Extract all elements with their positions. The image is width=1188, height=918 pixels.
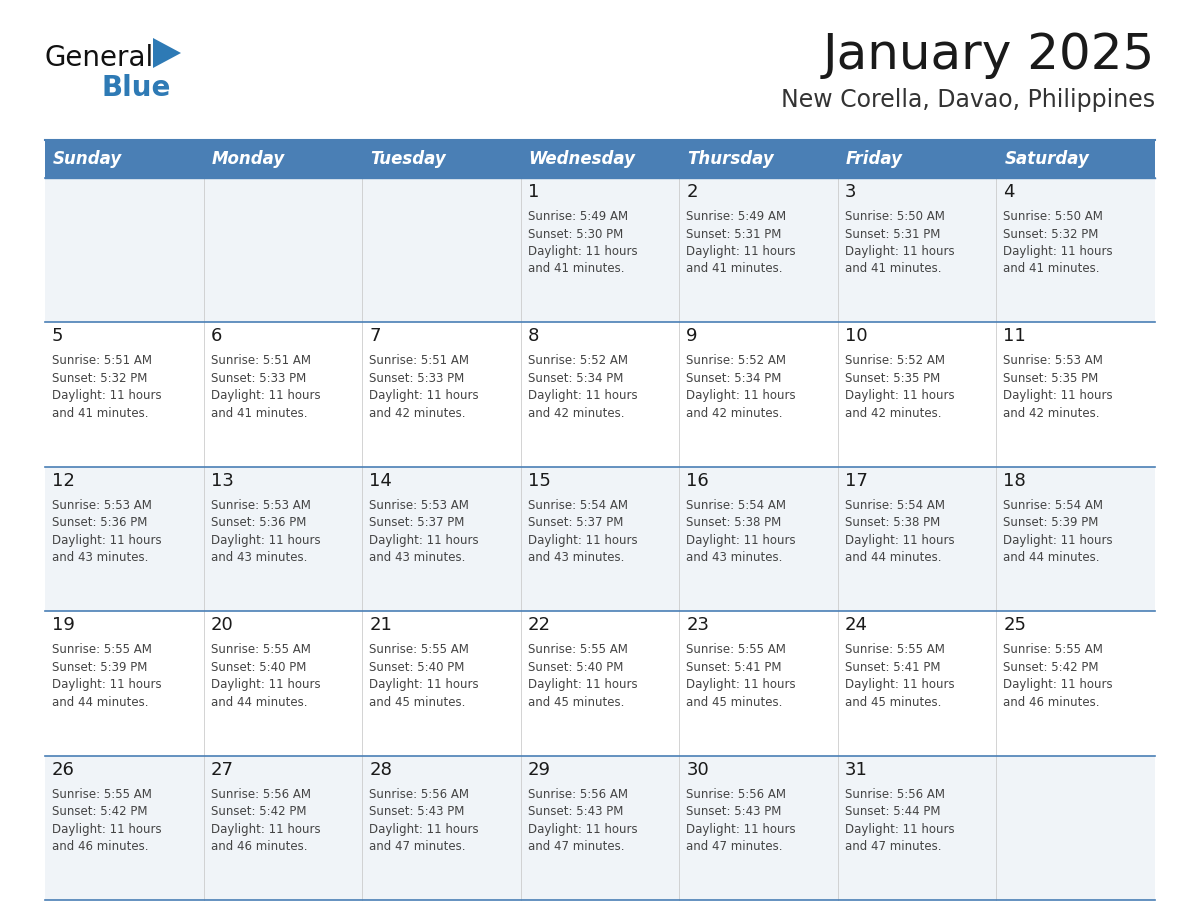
Text: 11: 11 [1004,328,1026,345]
Text: 1: 1 [527,183,539,201]
Text: Sunrise: 5:53 AM
Sunset: 5:37 PM
Daylight: 11 hours
and 43 minutes.: Sunrise: 5:53 AM Sunset: 5:37 PM Dayligh… [369,498,479,565]
Text: Sunrise: 5:54 AM
Sunset: 5:38 PM
Daylight: 11 hours
and 44 minutes.: Sunrise: 5:54 AM Sunset: 5:38 PM Dayligh… [845,498,954,565]
Text: Sunrise: 5:50 AM
Sunset: 5:31 PM
Daylight: 11 hours
and 41 minutes.: Sunrise: 5:50 AM Sunset: 5:31 PM Dayligh… [845,210,954,275]
Text: 31: 31 [845,761,867,778]
Text: 3: 3 [845,183,857,201]
Bar [45,466,1155,611]
Text: Sunrise: 5:56 AM
Sunset: 5:43 PM
Daylight: 11 hours
and 47 minutes.: Sunrise: 5:56 AM Sunset: 5:43 PM Dayligh… [687,788,796,853]
Bar [680,140,838,178]
Text: 21: 21 [369,616,392,634]
Text: Sunrise: 5:56 AM
Sunset: 5:43 PM
Daylight: 11 hours
and 47 minutes.: Sunrise: 5:56 AM Sunset: 5:43 PM Dayligh… [527,788,637,853]
Text: 27: 27 [210,761,234,778]
Text: 17: 17 [845,472,867,490]
Text: Sunrise: 5:56 AM
Sunset: 5:43 PM
Daylight: 11 hours
and 47 minutes.: Sunrise: 5:56 AM Sunset: 5:43 PM Dayligh… [369,788,479,853]
Text: Sunrise: 5:55 AM
Sunset: 5:41 PM
Daylight: 11 hours
and 45 minutes.: Sunrise: 5:55 AM Sunset: 5:41 PM Dayligh… [687,644,796,709]
Text: Sunrise: 5:56 AM
Sunset: 5:44 PM
Daylight: 11 hours
and 47 minutes.: Sunrise: 5:56 AM Sunset: 5:44 PM Dayligh… [845,788,954,853]
Bar [45,322,1155,466]
Text: Saturday: Saturday [1004,150,1089,168]
Text: 2: 2 [687,183,697,201]
Text: 9: 9 [687,328,697,345]
Bar [362,140,520,178]
Text: 16: 16 [687,472,709,490]
Text: Sunrise: 5:49 AM
Sunset: 5:31 PM
Daylight: 11 hours
and 41 minutes.: Sunrise: 5:49 AM Sunset: 5:31 PM Dayligh… [687,210,796,275]
Text: Sunrise: 5:51 AM
Sunset: 5:33 PM
Daylight: 11 hours
and 42 minutes.: Sunrise: 5:51 AM Sunset: 5:33 PM Dayligh… [369,354,479,420]
Text: Sunrise: 5:53 AM
Sunset: 5:36 PM
Daylight: 11 hours
and 43 minutes.: Sunrise: 5:53 AM Sunset: 5:36 PM Dayligh… [210,498,321,565]
Text: January 2025: January 2025 [823,31,1155,79]
Text: 14: 14 [369,472,392,490]
Polygon shape [153,38,181,68]
Text: Sunrise: 5:51 AM
Sunset: 5:33 PM
Daylight: 11 hours
and 41 minutes.: Sunrise: 5:51 AM Sunset: 5:33 PM Dayligh… [210,354,321,420]
Text: 23: 23 [687,616,709,634]
Text: 24: 24 [845,616,868,634]
Text: 28: 28 [369,761,392,778]
Text: New Corella, Davao, Philippines: New Corella, Davao, Philippines [781,88,1155,112]
Text: 10: 10 [845,328,867,345]
Text: Sunrise: 5:56 AM
Sunset: 5:42 PM
Daylight: 11 hours
and 46 minutes.: Sunrise: 5:56 AM Sunset: 5:42 PM Dayligh… [210,788,321,853]
Bar [45,611,1155,756]
Text: Sunrise: 5:55 AM
Sunset: 5:40 PM
Daylight: 11 hours
and 45 minutes.: Sunrise: 5:55 AM Sunset: 5:40 PM Dayligh… [527,644,637,709]
Bar [838,140,997,178]
Text: Monday: Monday [211,150,285,168]
Bar [997,140,1155,178]
Text: Sunrise: 5:52 AM
Sunset: 5:34 PM
Daylight: 11 hours
and 42 minutes.: Sunrise: 5:52 AM Sunset: 5:34 PM Dayligh… [527,354,637,420]
Text: 5: 5 [52,328,63,345]
Text: Sunrise: 5:54 AM
Sunset: 5:37 PM
Daylight: 11 hours
and 43 minutes.: Sunrise: 5:54 AM Sunset: 5:37 PM Dayligh… [527,498,637,565]
Text: Sunrise: 5:53 AM
Sunset: 5:35 PM
Daylight: 11 hours
and 42 minutes.: Sunrise: 5:53 AM Sunset: 5:35 PM Dayligh… [1004,354,1113,420]
Text: 19: 19 [52,616,75,634]
Bar [520,140,680,178]
Text: Sunrise: 5:55 AM
Sunset: 5:40 PM
Daylight: 11 hours
and 45 minutes.: Sunrise: 5:55 AM Sunset: 5:40 PM Dayligh… [369,644,479,709]
Text: 15: 15 [527,472,550,490]
Text: Sunrise: 5:55 AM
Sunset: 5:42 PM
Daylight: 11 hours
and 46 minutes.: Sunrise: 5:55 AM Sunset: 5:42 PM Dayligh… [52,788,162,853]
Text: Sunrise: 5:52 AM
Sunset: 5:34 PM
Daylight: 11 hours
and 42 minutes.: Sunrise: 5:52 AM Sunset: 5:34 PM Dayligh… [687,354,796,420]
Bar [45,140,203,178]
Text: Sunrise: 5:55 AM
Sunset: 5:42 PM
Daylight: 11 hours
and 46 minutes.: Sunrise: 5:55 AM Sunset: 5:42 PM Dayligh… [1004,644,1113,709]
Text: Sunrise: 5:55 AM
Sunset: 5:39 PM
Daylight: 11 hours
and 44 minutes.: Sunrise: 5:55 AM Sunset: 5:39 PM Dayligh… [52,644,162,709]
Text: 8: 8 [527,328,539,345]
Text: Sunrise: 5:55 AM
Sunset: 5:40 PM
Daylight: 11 hours
and 44 minutes.: Sunrise: 5:55 AM Sunset: 5:40 PM Dayligh… [210,644,321,709]
Bar [45,756,1155,900]
Text: Wednesday: Wednesday [529,150,636,168]
Text: 12: 12 [52,472,75,490]
Text: 13: 13 [210,472,234,490]
Text: 6: 6 [210,328,222,345]
Text: 29: 29 [527,761,551,778]
Text: General: General [45,44,154,72]
Text: Sunrise: 5:49 AM
Sunset: 5:30 PM
Daylight: 11 hours
and 41 minutes.: Sunrise: 5:49 AM Sunset: 5:30 PM Dayligh… [527,210,637,275]
Text: Sunrise: 5:51 AM
Sunset: 5:32 PM
Daylight: 11 hours
and 41 minutes.: Sunrise: 5:51 AM Sunset: 5:32 PM Dayligh… [52,354,162,420]
Text: 4: 4 [1004,183,1015,201]
Text: Thursday: Thursday [688,150,775,168]
Text: Sunrise: 5:50 AM
Sunset: 5:32 PM
Daylight: 11 hours
and 41 minutes.: Sunrise: 5:50 AM Sunset: 5:32 PM Dayligh… [1004,210,1113,275]
Text: Sunrise: 5:52 AM
Sunset: 5:35 PM
Daylight: 11 hours
and 42 minutes.: Sunrise: 5:52 AM Sunset: 5:35 PM Dayligh… [845,354,954,420]
Text: Sunday: Sunday [53,150,122,168]
Text: 22: 22 [527,616,551,634]
Text: Tuesday: Tuesday [371,150,446,168]
Text: 26: 26 [52,761,75,778]
Text: Sunrise: 5:54 AM
Sunset: 5:39 PM
Daylight: 11 hours
and 44 minutes.: Sunrise: 5:54 AM Sunset: 5:39 PM Dayligh… [1004,498,1113,565]
Text: Friday: Friday [846,150,903,168]
Bar [203,140,362,178]
Text: Blue: Blue [101,74,170,102]
Text: 30: 30 [687,761,709,778]
Text: 20: 20 [210,616,233,634]
Text: 18: 18 [1004,472,1026,490]
Text: Sunrise: 5:54 AM
Sunset: 5:38 PM
Daylight: 11 hours
and 43 minutes.: Sunrise: 5:54 AM Sunset: 5:38 PM Dayligh… [687,498,796,565]
Text: 25: 25 [1004,616,1026,634]
Text: Sunrise: 5:55 AM
Sunset: 5:41 PM
Daylight: 11 hours
and 45 minutes.: Sunrise: 5:55 AM Sunset: 5:41 PM Dayligh… [845,644,954,709]
Bar [45,178,1155,322]
Text: Sunrise: 5:53 AM
Sunset: 5:36 PM
Daylight: 11 hours
and 43 minutes.: Sunrise: 5:53 AM Sunset: 5:36 PM Dayligh… [52,498,162,565]
Text: 7: 7 [369,328,380,345]
